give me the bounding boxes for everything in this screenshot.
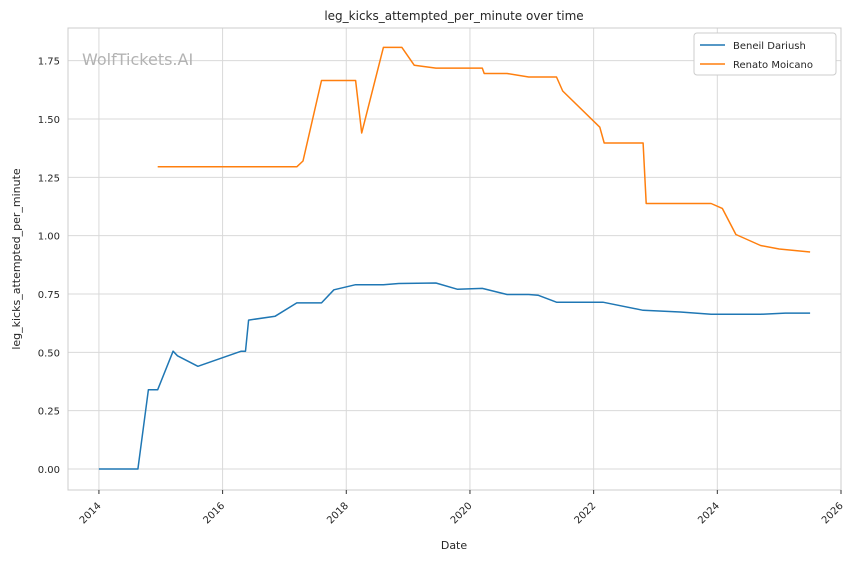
legend-label-beneil-dariush: Beneil Dariush [733,41,806,52]
chart-title: leg_kicks_attempted_per_minute over time [324,9,583,23]
plot-frame [67,27,842,491]
y-tick-label: 1.00 [38,232,60,243]
x-axis-label: Date [441,539,468,552]
y-tick-label: 0.25 [38,407,60,418]
y-tick-label: 0.75 [38,290,60,301]
series-line-beneil-dariush [98,282,811,470]
y-axis-label: leg_kicks_attempted_per_minute [10,168,23,350]
series-line-renato-moicano [157,46,811,253]
legend-box [693,32,837,76]
series-lines [98,46,811,470]
grid [68,28,842,490]
y-axis: 0.00 0.25 0.50 0.75 1.00 1.25 1.50 1.75 [38,57,60,476]
y-tick-label: 1.25 [38,173,60,184]
y-tick-label: 0.50 [38,348,60,359]
y-tick-label: 1.75 [38,57,60,68]
watermark: WolfTickets.AI [82,50,193,69]
legend: Beneil Dariush Renato Moicano [693,32,837,76]
legend-label-renato-moicano: Renato Moicano [733,60,813,71]
y-tick-label: 1.50 [38,115,60,126]
y-tick-label: 0.00 [38,465,60,476]
